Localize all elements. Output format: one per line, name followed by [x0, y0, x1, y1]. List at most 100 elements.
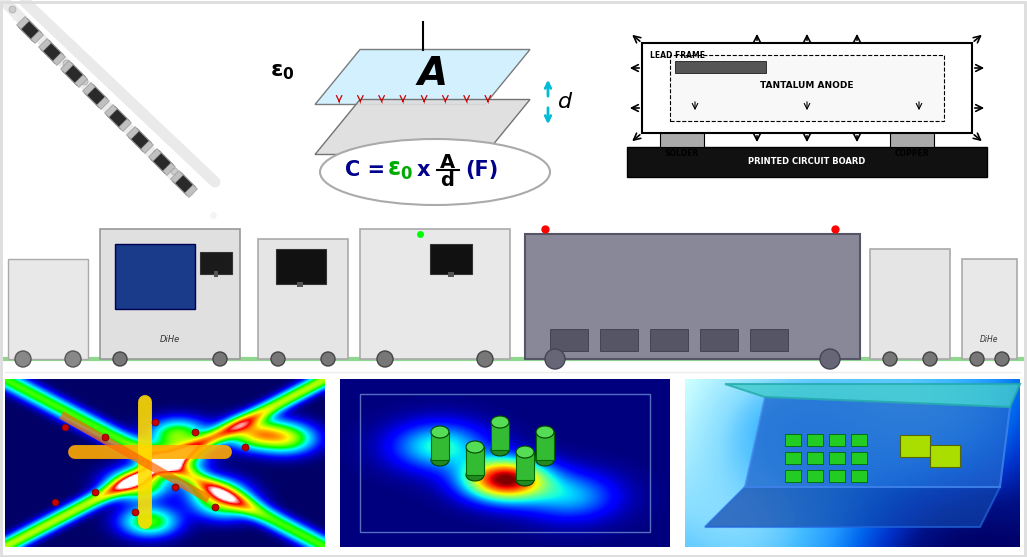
Circle shape: [377, 351, 393, 367]
Polygon shape: [61, 61, 73, 74]
Bar: [870, 249, 950, 359]
Circle shape: [113, 352, 127, 366]
Circle shape: [15, 351, 31, 367]
Text: LEAD FRAME: LEAD FRAME: [650, 51, 705, 60]
Bar: [600, 329, 638, 351]
Polygon shape: [162, 163, 176, 175]
Polygon shape: [84, 85, 107, 108]
Bar: [431, 432, 449, 460]
Polygon shape: [31, 31, 43, 43]
Bar: [276, 249, 326, 284]
Ellipse shape: [431, 426, 449, 438]
Circle shape: [477, 351, 493, 367]
Circle shape: [545, 349, 565, 369]
Polygon shape: [315, 50, 530, 105]
Text: A: A: [417, 55, 448, 93]
Circle shape: [65, 351, 81, 367]
Circle shape: [321, 352, 335, 366]
Circle shape: [995, 352, 1009, 366]
Bar: [536, 432, 554, 460]
Polygon shape: [41, 41, 64, 63]
Polygon shape: [151, 151, 174, 173]
Text: $\mathbf{\varepsilon_0}$: $\mathbf{\varepsilon_0}$: [270, 62, 295, 82]
Bar: [100, 229, 240, 359]
Bar: [650, 329, 688, 351]
Circle shape: [969, 352, 984, 366]
Polygon shape: [107, 107, 129, 129]
Text: DiHe: DiHe: [160, 335, 180, 344]
Bar: [930, 445, 960, 467]
Circle shape: [271, 352, 286, 366]
Bar: [602, 2, 1012, 182]
Bar: [360, 394, 650, 532]
Polygon shape: [173, 173, 195, 196]
Bar: [525, 234, 860, 359]
Ellipse shape: [491, 416, 509, 428]
Bar: [675, 61, 766, 73]
Bar: [829, 434, 845, 446]
Bar: [851, 470, 867, 482]
Bar: [750, 329, 788, 351]
Ellipse shape: [536, 426, 554, 438]
Bar: [829, 452, 845, 464]
Polygon shape: [185, 185, 197, 197]
Ellipse shape: [536, 454, 554, 466]
Polygon shape: [52, 53, 66, 65]
Polygon shape: [725, 384, 1020, 407]
Polygon shape: [16, 17, 30, 30]
Bar: [627, 147, 987, 177]
Polygon shape: [141, 141, 153, 153]
Polygon shape: [39, 38, 51, 51]
Text: d: d: [558, 92, 572, 112]
Polygon shape: [97, 97, 110, 109]
Bar: [200, 252, 232, 274]
Ellipse shape: [466, 469, 484, 481]
Polygon shape: [745, 397, 1010, 487]
Polygon shape: [105, 105, 117, 118]
Bar: [660, 131, 703, 147]
Circle shape: [923, 352, 937, 366]
Polygon shape: [128, 129, 151, 152]
Bar: [0, 202, 1027, 372]
Polygon shape: [315, 100, 530, 154]
Ellipse shape: [516, 446, 534, 458]
Text: DiHe: DiHe: [980, 335, 998, 344]
Polygon shape: [126, 126, 140, 139]
Ellipse shape: [491, 444, 509, 456]
Bar: [516, 452, 534, 480]
Bar: [785, 452, 801, 464]
Ellipse shape: [431, 454, 449, 466]
Bar: [297, 282, 303, 287]
Bar: [466, 447, 484, 475]
Polygon shape: [705, 487, 1000, 527]
Ellipse shape: [516, 474, 534, 486]
Bar: [214, 271, 218, 277]
Circle shape: [213, 352, 227, 366]
Bar: [900, 435, 930, 457]
Bar: [807, 434, 823, 446]
Bar: [550, 329, 588, 351]
Bar: [670, 55, 944, 121]
Bar: [491, 422, 509, 450]
Text: $\mathbf{\varepsilon_0}$: $\mathbf{\varepsilon_0}$: [387, 158, 413, 182]
Bar: [785, 470, 801, 482]
Bar: [890, 131, 934, 147]
Polygon shape: [170, 170, 183, 183]
Text: d: d: [440, 170, 454, 189]
Circle shape: [820, 349, 840, 369]
Text: −: −: [398, 180, 412, 198]
Bar: [962, 259, 1017, 359]
Bar: [8, 259, 88, 359]
Bar: [851, 434, 867, 446]
Bar: [785, 434, 801, 446]
Text: SOLDER: SOLDER: [664, 149, 699, 158]
Bar: [115, 244, 195, 309]
Text: A: A: [440, 153, 455, 172]
Polygon shape: [149, 149, 161, 162]
Text: x: x: [417, 160, 430, 180]
Polygon shape: [82, 82, 96, 95]
Text: C =: C =: [345, 160, 392, 180]
Bar: [829, 470, 845, 482]
Bar: [430, 244, 472, 274]
Bar: [642, 43, 972, 133]
